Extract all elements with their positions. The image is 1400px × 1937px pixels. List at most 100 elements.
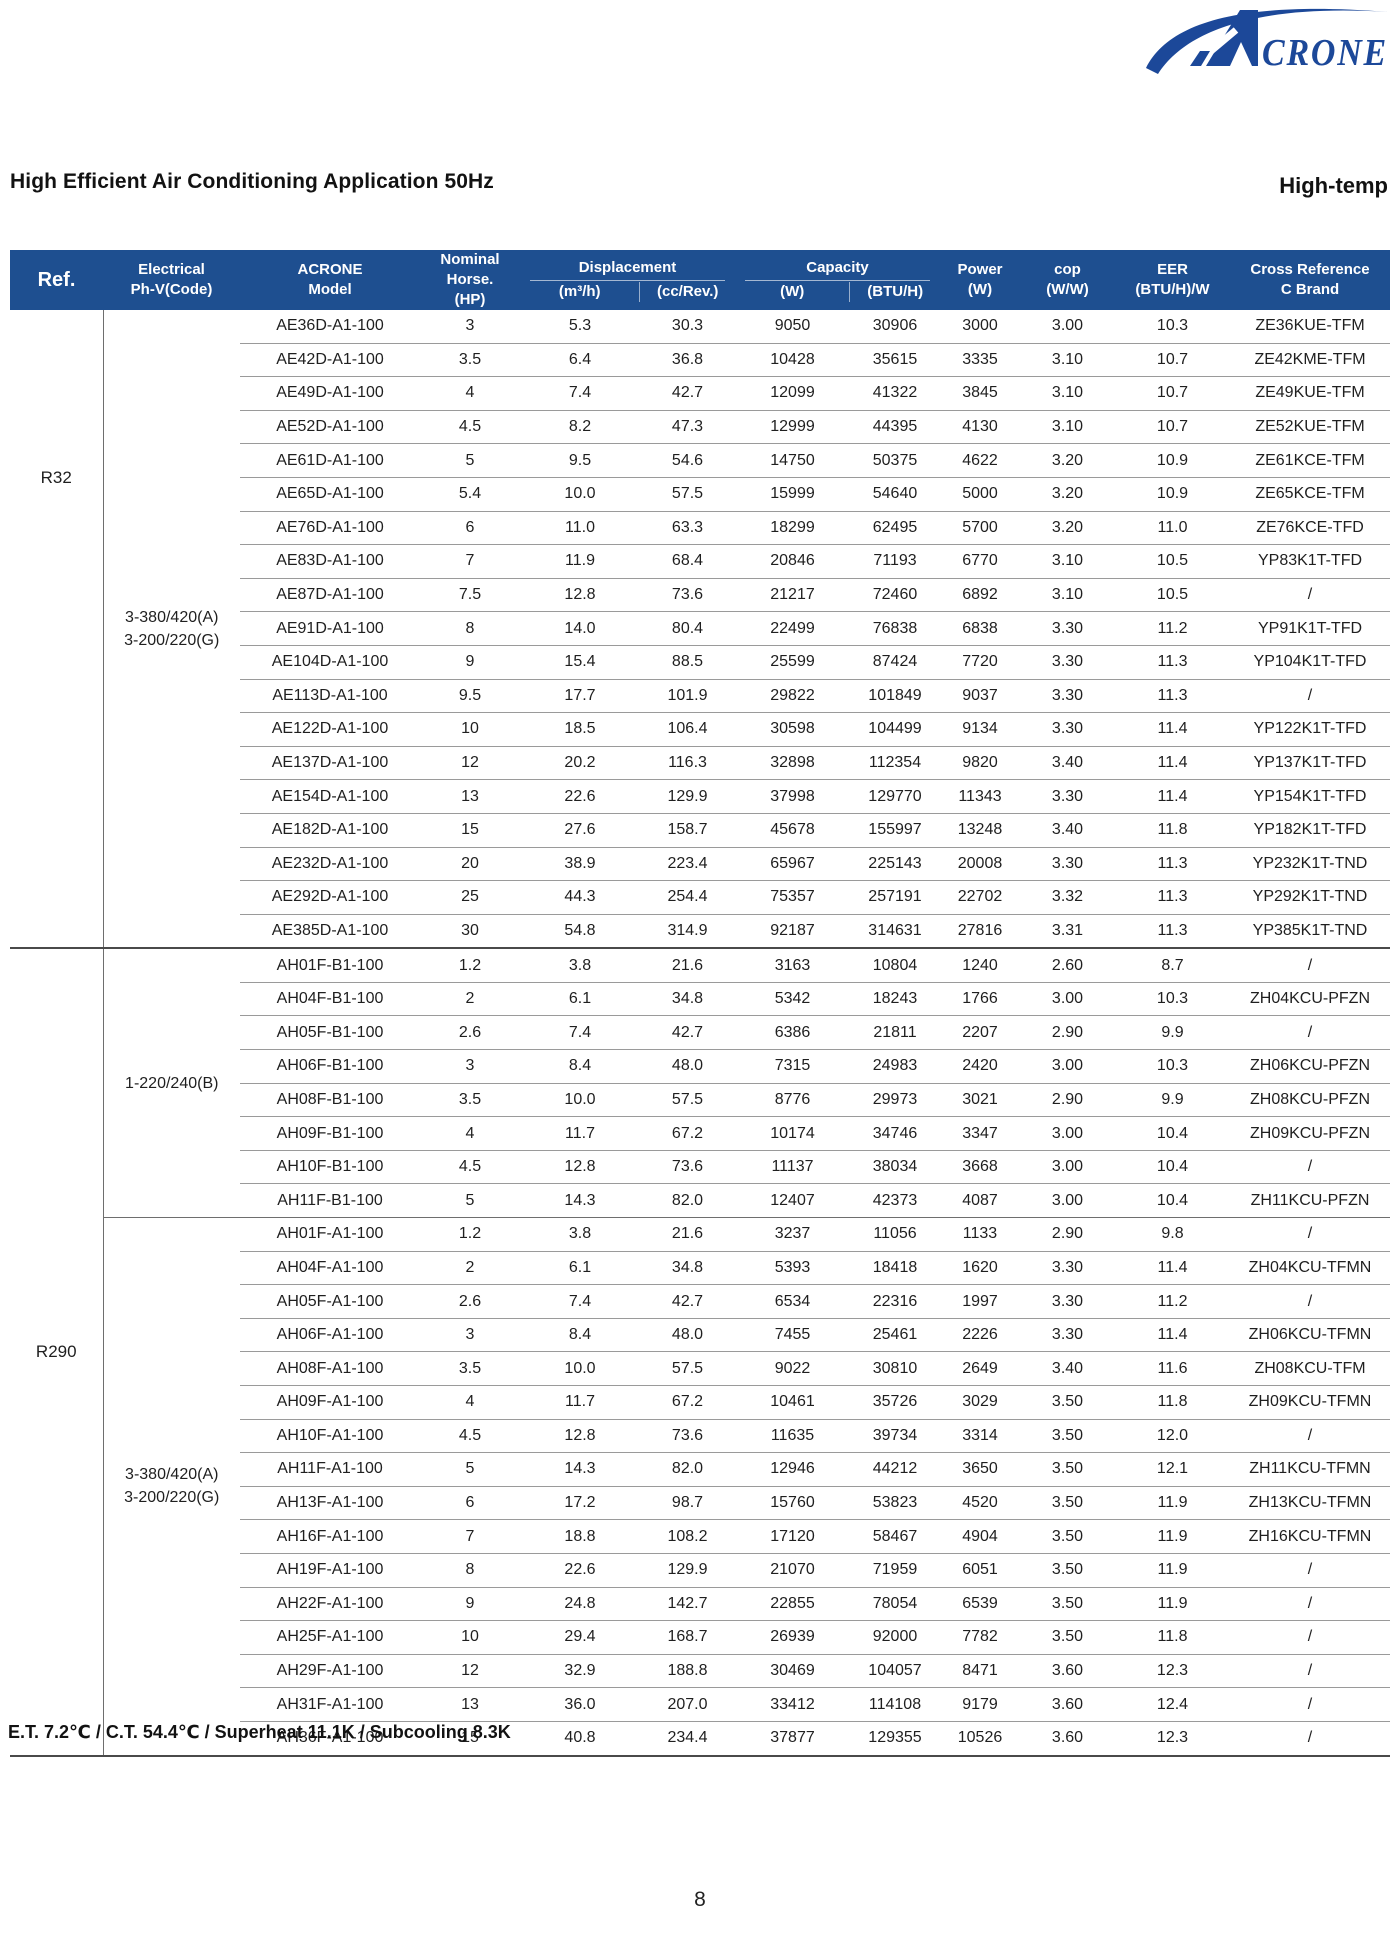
header-ref-label: Ref. <box>37 268 76 291</box>
cell-m3h: 6.4 <box>520 343 640 378</box>
table-row: AH25F-A1-100 10 29.4 168.7 26939 92000 7782 3.5… <box>10 1620 1390 1655</box>
cell-cop: 3.50 <box>1020 1519 1115 1554</box>
cell-hp: 2.6 <box>420 1015 520 1051</box>
cell-ccrev: 42.7 <box>640 1015 735 1051</box>
cell-m3h: 36.0 <box>520 1687 640 1722</box>
cell-ccrev: 108.2 <box>640 1519 735 1554</box>
cell-eer: 11.4 <box>1115 712 1230 747</box>
cell-cop: 3.30 <box>1020 1251 1115 1286</box>
cell-m3h: 8.4 <box>520 1318 640 1353</box>
cell-cross: ZH04KCU-TFMN <box>1230 1251 1390 1286</box>
cell-hp: 2 <box>420 982 520 1017</box>
cell-eer: 10.4 <box>1115 1116 1230 1151</box>
cell-cop: 3.30 <box>1020 679 1115 714</box>
cell-hp: 2.6 <box>420 1284 520 1319</box>
cell-cross: / <box>1230 1015 1390 1051</box>
cell-m3h: 20.2 <box>520 746 640 781</box>
cell-model: AE104D-A1-100 <box>240 645 420 680</box>
table-row: AH16F-A1-100 7 18.8 108.2 17120 58467 4904 3.50… <box>10 1519 1390 1554</box>
cell-btuh: 18418 <box>850 1251 940 1286</box>
cell-m3h: 15.4 <box>520 645 640 680</box>
cell-cop: 3.10 <box>1020 578 1115 613</box>
cell-hp: 4 <box>420 1116 520 1151</box>
cell-ccrev: 101.9 <box>640 679 735 714</box>
table-row: AE65D-A1-100 5.4 10.0 57.5 15999 54640 5000 3.2… <box>10 477 1390 512</box>
table-row: AH31F-A1-100 13 36.0 207.0 33412 114108 9179 3.… <box>10 1687 1390 1722</box>
displacement-underline <box>530 280 725 281</box>
cell-m3h: 29.4 <box>520 1620 640 1655</box>
cell-power: 11343 <box>940 779 1020 814</box>
page-number: 8 <box>694 1888 706 1911</box>
cell-model: AH31F-A1-100 <box>240 1687 420 1722</box>
cell-m3h: 10.0 <box>520 1083 640 1118</box>
cell-capw: 6386 <box>735 1015 850 1051</box>
cell-capw: 12407 <box>735 1183 850 1219</box>
table-row: AE154D-A1-100 13 22.6 129.9 37998 129770 11343… <box>10 779 1390 814</box>
cell-capw: 3163 <box>735 947 850 983</box>
cell-model: AE113D-A1-100 <box>240 679 420 714</box>
cell-hp: 4 <box>420 1385 520 1420</box>
cell-m3h: 54.8 <box>520 914 640 949</box>
cell-power: 3314 <box>940 1419 1020 1454</box>
cell-m3h: 3.8 <box>520 1217 640 1252</box>
cell-m3h: 10.0 <box>520 477 640 512</box>
cell-btuh: 129355 <box>850 1721 940 1757</box>
table-row: AE87D-A1-100 7.5 12.8 73.6 21217 72460 6892 3.1… <box>10 578 1390 613</box>
cell-model: AH29F-A1-100 <box>240 1654 420 1689</box>
cell-power: 5000 <box>940 477 1020 512</box>
cell-hp: 9.5 <box>420 679 520 714</box>
acrone-logo: CRONE <box>1146 8 1388 74</box>
cell-ccrev: 21.6 <box>640 1217 735 1252</box>
cell-power: 2649 <box>940 1351 1020 1386</box>
cell-model: AE154D-A1-100 <box>240 779 420 814</box>
cell-cross: YP137K1T-TFD <box>1230 746 1390 781</box>
cell-m3h: 18.8 <box>520 1519 640 1554</box>
cell-capw: 21070 <box>735 1553 850 1588</box>
cell-model: AE87D-A1-100 <box>240 578 420 613</box>
cell-m3h: 22.6 <box>520 1553 640 1588</box>
cell-power: 6051 <box>940 1553 1020 1588</box>
cell-model: AE49D-A1-100 <box>240 376 420 411</box>
cell-model: AH05F-B1-100 <box>240 1015 420 1051</box>
cell-eer: 9.8 <box>1115 1217 1230 1252</box>
cell-cross: ZH11KCU-PFZN <box>1230 1183 1390 1219</box>
cell-m3h: 32.9 <box>520 1654 640 1689</box>
cell-power: 9820 <box>940 746 1020 781</box>
table-row: AH05F-B1-100 2.6 7.4 42.7 6386 21811 2207 2.90 9… <box>10 1015 1390 1051</box>
cell-eer: 11.8 <box>1115 1385 1230 1420</box>
cell-ccrev: 42.7 <box>640 1284 735 1319</box>
cell-ccrev: 47.3 <box>640 410 735 445</box>
cell-cop: 2.60 <box>1020 947 1115 983</box>
cell-btuh: 112354 <box>850 746 940 781</box>
cell-ccrev: 54.6 <box>640 443 735 478</box>
cell-capw: 10461 <box>735 1385 850 1420</box>
table-row: 3-380/420(A) 3-200/220(G) AH01F-A1-100 1.2 3… <box>10 1217 1390 1506</box>
cell-hp: 10 <box>420 1620 520 1655</box>
cell-eer: 10.4 <box>1115 1150 1230 1185</box>
table-row: AE91D-A1-100 8 14.0 80.4 22499 76838 6838 3.30 1… <box>10 611 1390 646</box>
cell-power: 3029 <box>940 1385 1020 1420</box>
cell-hp: 8 <box>420 611 520 646</box>
cell-eer: 10.5 <box>1115 578 1230 613</box>
cell-ccrev: 34.8 <box>640 1251 735 1286</box>
cell-eer: 11.3 <box>1115 847 1230 882</box>
cell-model: AH08F-A1-100 <box>240 1351 420 1386</box>
cell-model: AE232D-A1-100 <box>240 847 420 882</box>
cell-hp: 12 <box>420 1654 520 1689</box>
cell-capw: 25599 <box>735 645 850 680</box>
cell-btuh: 72460 <box>850 578 940 613</box>
cell-btuh: 11056 <box>850 1217 940 1252</box>
cell-power: 22702 <box>940 880 1020 915</box>
table-row: AH09F-B1-100 4 11.7 67.2 10174 34746 3347 3.00 1… <box>10 1116 1390 1151</box>
cell-cop: 3.00 <box>1020 1049 1115 1084</box>
cell-power: 2226 <box>940 1318 1020 1353</box>
cell-eer: 10.3 <box>1115 310 1230 344</box>
cell-cop: 3.60 <box>1020 1687 1115 1722</box>
cell-cross: ZE61KCE-TFM <box>1230 443 1390 478</box>
cell-power: 6539 <box>940 1587 1020 1622</box>
cell-model: AH16F-A1-100 <box>240 1519 420 1554</box>
cell-power: 7720 <box>940 645 1020 680</box>
cell-hp: 2 <box>420 1251 520 1286</box>
cell-ccrev: 234.4 <box>640 1721 735 1757</box>
